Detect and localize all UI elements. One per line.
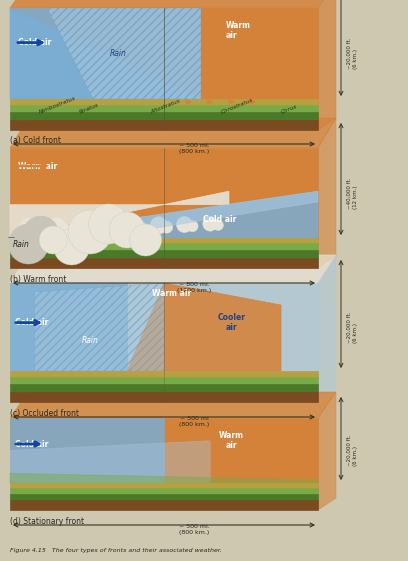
Text: ~40,000 ft.
(12 km.): ~40,000 ft. (12 km.)	[347, 177, 358, 209]
Polygon shape	[10, 8, 201, 99]
Polygon shape	[10, 441, 210, 483]
Text: ~20,000 ft.
(6 km.): ~20,000 ft. (6 km.)	[347, 38, 358, 69]
Text: Altostratus: Altostratus	[150, 99, 181, 115]
Text: Warm air: Warm air	[152, 289, 191, 298]
Polygon shape	[10, 238, 318, 243]
Polygon shape	[201, 8, 318, 99]
Text: Cold air: Cold air	[15, 318, 49, 327]
Text: Figure 4.15   The four types of fronts and their associated weather.: Figure 4.15 The four types of fronts and…	[10, 548, 222, 553]
Circle shape	[187, 220, 198, 232]
Polygon shape	[318, 392, 336, 510]
Polygon shape	[10, 8, 318, 99]
Text: Warm air: Warm air	[18, 162, 57, 171]
Circle shape	[89, 204, 129, 244]
Polygon shape	[10, 483, 318, 488]
Polygon shape	[10, 243, 318, 250]
Text: Cirrus: Cirrus	[280, 104, 298, 115]
Text: Cirrostratus: Cirrostratus	[220, 98, 254, 115]
Text: Cold air: Cold air	[18, 38, 51, 47]
Text: Warm
air: Warm air	[226, 21, 251, 40]
Polygon shape	[10, 118, 336, 148]
Circle shape	[18, 218, 42, 241]
Circle shape	[109, 212, 145, 248]
Text: ~ 800 mi.
(1200 km.): ~ 800 mi. (1200 km.)	[177, 282, 211, 293]
Circle shape	[9, 224, 49, 264]
Circle shape	[161, 221, 173, 233]
Polygon shape	[10, 392, 318, 402]
Polygon shape	[318, 118, 336, 268]
Polygon shape	[10, 120, 318, 130]
Circle shape	[68, 210, 112, 254]
Polygon shape	[318, 255, 336, 402]
Polygon shape	[10, 371, 318, 377]
Circle shape	[45, 218, 67, 240]
Polygon shape	[133, 191, 318, 232]
Circle shape	[135, 222, 147, 234]
Circle shape	[98, 217, 117, 237]
Circle shape	[39, 226, 67, 254]
Polygon shape	[10, 500, 318, 510]
Polygon shape	[10, 99, 318, 105]
Text: ~20,000 ft.
(6 km.): ~20,000 ft. (6 km.)	[347, 435, 358, 466]
Text: (b) Warm front: (b) Warm front	[10, 275, 67, 284]
Polygon shape	[10, 283, 318, 371]
Circle shape	[82, 223, 97, 237]
Polygon shape	[10, 105, 318, 112]
Polygon shape	[10, 250, 318, 258]
Polygon shape	[10, 392, 336, 418]
Text: ~ 500 mi.
(800 km.): ~ 500 mi. (800 km.)	[179, 143, 209, 154]
Text: Rain: Rain	[109, 49, 126, 58]
Polygon shape	[10, 418, 164, 483]
Polygon shape	[10, 488, 318, 494]
Circle shape	[71, 218, 92, 238]
Text: —: —	[8, 234, 15, 240]
Polygon shape	[10, 384, 318, 392]
Polygon shape	[10, 418, 318, 483]
Text: (c) Occluded front: (c) Occluded front	[10, 409, 79, 418]
Text: Rain: Rain	[82, 335, 98, 344]
Polygon shape	[10, 148, 318, 238]
Circle shape	[213, 220, 224, 231]
Polygon shape	[10, 494, 318, 500]
Polygon shape	[10, 258, 318, 268]
Text: Rain: Rain	[13, 240, 30, 249]
Circle shape	[109, 222, 122, 236]
Circle shape	[30, 224, 46, 240]
Polygon shape	[10, 377, 318, 384]
Circle shape	[176, 217, 193, 233]
Polygon shape	[47, 8, 201, 99]
Circle shape	[150, 217, 167, 234]
Text: ~ 500 mi
(800 km.): ~ 500 mi (800 km.)	[179, 416, 209, 427]
Polygon shape	[10, 191, 229, 236]
Text: Stratus: Stratus	[78, 103, 99, 115]
Text: Cold air: Cold air	[203, 215, 236, 224]
Polygon shape	[10, 112, 318, 120]
Polygon shape	[318, 0, 336, 130]
Polygon shape	[10, 283, 127, 371]
Polygon shape	[10, 255, 336, 283]
Polygon shape	[10, 8, 201, 99]
Circle shape	[124, 217, 142, 236]
Text: ~ 500 mi.
(800 km.): ~ 500 mi. (800 km.)	[179, 524, 209, 535]
Circle shape	[23, 216, 59, 252]
Polygon shape	[10, 473, 318, 483]
Text: (a) Cold front: (a) Cold front	[10, 136, 61, 145]
Polygon shape	[35, 283, 164, 371]
Text: (d) Stationary front: (d) Stationary front	[10, 517, 84, 526]
Text: ~20,000 ft.
(6 km.): ~20,000 ft. (6 km.)	[347, 311, 358, 343]
Text: Cooler
air: Cooler air	[218, 313, 246, 332]
Polygon shape	[10, 0, 336, 8]
Polygon shape	[10, 191, 318, 238]
Circle shape	[129, 224, 162, 256]
Circle shape	[53, 229, 90, 265]
Text: Cold air: Cold air	[15, 439, 49, 448]
Polygon shape	[127, 283, 281, 371]
Text: Warm
air: Warm air	[219, 431, 244, 450]
Circle shape	[203, 216, 217, 231]
Circle shape	[56, 223, 71, 238]
Text: Nimbostratus: Nimbostratus	[38, 95, 76, 115]
